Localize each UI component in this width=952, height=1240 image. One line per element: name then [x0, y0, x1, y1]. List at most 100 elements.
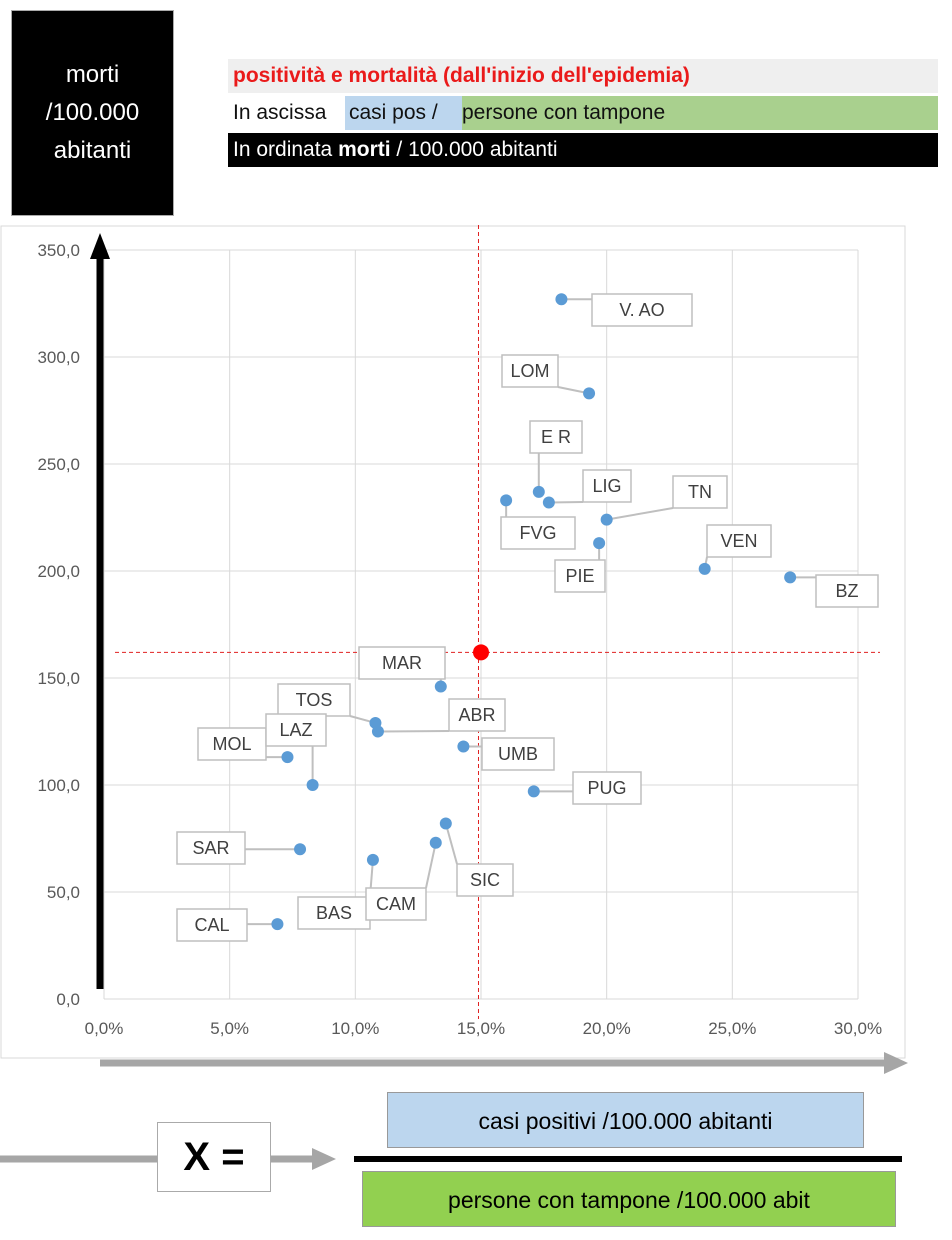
point-label: PUG: [587, 778, 626, 798]
point-label: SAR: [192, 838, 229, 858]
data-point: [527, 785, 540, 798]
y-tick-label: 50,0: [47, 883, 80, 902]
data-point: [439, 817, 452, 830]
callout-box: [706, 524, 772, 558]
callout-box: [672, 475, 728, 509]
y-axis-title: morti /100.000 abitanti: [45, 61, 140, 164]
y-tick-label: 250,0: [37, 455, 80, 474]
chart-area: [0, 225, 906, 1059]
point-label: CAL: [194, 915, 229, 935]
callout-box: [582, 469, 632, 503]
y-tick-label: 150,0: [37, 669, 80, 688]
formula-denominator: persone con tampone /100.000 abit: [362, 1171, 896, 1227]
point-label: BZ: [835, 581, 858, 601]
point-label: ABR: [458, 705, 495, 725]
y-tick-label: 350,0: [37, 241, 80, 260]
reference-point: [473, 644, 489, 661]
point-label: FVG: [519, 523, 556, 543]
point-label: V. AO: [619, 300, 664, 320]
y-tick-label: 200,0: [37, 562, 80, 581]
callout-box: [197, 727, 267, 761]
x-tick-label: 30,0%: [834, 1019, 882, 1038]
callout-box: [554, 559, 606, 593]
callout-box: [176, 831, 246, 865]
callout-box: [265, 713, 327, 747]
x-tick-label: 5,0%: [210, 1019, 249, 1038]
x-tick-label: 15,0%: [457, 1019, 505, 1038]
point-label: LOM: [510, 361, 549, 381]
data-point: [593, 537, 606, 550]
callout-box: [456, 863, 514, 897]
x-tick-label: 0,0%: [85, 1019, 124, 1038]
callout-box: [365, 887, 427, 921]
formula-x-label: X =: [157, 1122, 271, 1192]
x-tick-label: 10,0%: [331, 1019, 379, 1038]
data-point: [542, 496, 555, 509]
point-label: CAM: [376, 894, 416, 914]
point-label: MOL: [212, 734, 251, 754]
chart-title: positività e mortalità (dall'inizio dell…: [228, 59, 938, 93]
data-point: [698, 562, 711, 575]
point-label: BAS: [316, 903, 352, 923]
point-label: PIE: [565, 566, 594, 586]
point-label: MAR: [382, 653, 422, 673]
formula-arrow-head: [312, 1148, 336, 1170]
y-axis-description: In ordinata morti / 100.000 abitanti: [228, 133, 938, 167]
x-axis-description: In ascissa casi pos / persone con tampon…: [228, 96, 938, 130]
callout-box: [815, 574, 879, 608]
scatter-chart: 0,0 50,0 100,0 150,0 200,0 250,0 300,0 350,0 0,0…: [0, 225, 908, 1074]
y-desc-prefix: In ordinata: [233, 138, 339, 161]
callout-box: [501, 354, 559, 388]
data-point: [271, 918, 284, 931]
x-desc-denominator: persone con tampone: [462, 96, 938, 130]
x-tick-label: 25,0%: [708, 1019, 756, 1038]
point-label: TOS: [296, 690, 333, 710]
callout-box: [481, 737, 555, 771]
callout-box: [277, 683, 351, 717]
callout-box: [572, 771, 642, 805]
x-axis-arrow-head: [884, 1052, 908, 1074]
y-axis-arrow-head: [90, 233, 110, 259]
x-desc-prefix: In ascissa: [233, 101, 327, 124]
point-label: LAZ: [279, 720, 312, 740]
point-label: UMB: [498, 744, 538, 764]
data-point: [294, 843, 307, 856]
data-point: [784, 571, 797, 584]
callout-leader: [425, 842, 437, 889]
callout-box: [358, 646, 446, 680]
y-tick-label: 0,0: [56, 990, 80, 1009]
fraction-bar: [354, 1156, 902, 1162]
data-point: [500, 494, 513, 507]
y-desc-suffix: / 100.000 abitanti: [390, 138, 558, 161]
data-point: [532, 485, 545, 498]
data-point: [457, 740, 470, 753]
data-point: [306, 779, 319, 791]
point-label: LIG: [592, 476, 621, 496]
data-point: [371, 725, 384, 738]
data-point: [429, 836, 442, 849]
formula-numerator: casi positivi /100.000 abitanti: [387, 1092, 864, 1148]
data-point: [583, 387, 596, 400]
data-point: [600, 513, 613, 526]
callout-box: [591, 293, 693, 327]
y-tick-label: 300,0: [37, 348, 80, 367]
y-tick-label: 100,0: [37, 776, 80, 795]
y-desc-bold: morti: [338, 138, 391, 161]
callout-box: [176, 908, 248, 942]
data-point: [555, 293, 568, 306]
callout-leader: [606, 507, 674, 521]
data-point: [434, 680, 447, 693]
x-desc-numerator: casi pos /: [345, 96, 462, 130]
point-label: TN: [688, 482, 712, 502]
callout-box: [529, 420, 583, 454]
data-point: [281, 751, 294, 764]
x-tick-label: 20,0%: [583, 1019, 631, 1038]
point-label: E R: [541, 427, 571, 447]
data-point: [366, 853, 379, 866]
y-axis-title-box: morti /100.000 abitanti: [11, 10, 174, 216]
callout-box: [448, 698, 506, 732]
formula-arrows: [0, 1148, 336, 1170]
callout-leader: [377, 730, 450, 733]
point-label: SIC: [470, 870, 500, 890]
callout-box: [500, 516, 576, 550]
